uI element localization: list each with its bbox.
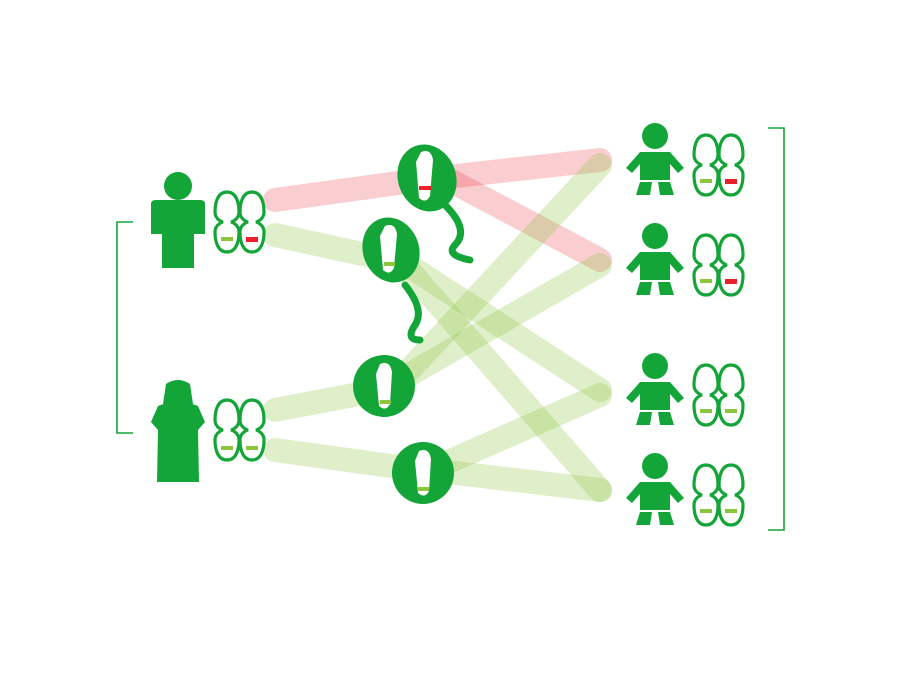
child-4: [626, 453, 745, 527]
children-bracket: [768, 127, 785, 531]
child-3: [626, 353, 745, 427]
baby-icon: [626, 353, 684, 425]
female-person-icon: [151, 380, 205, 482]
sperm-icon: [362, 217, 424, 344]
egg-cell-icon: [392, 442, 454, 504]
link-sperm-normal-to-child-4: [388, 248, 612, 502]
child-1: [626, 123, 745, 197]
mother-chromosome-pair: [213, 398, 266, 462]
male-person-icon: [151, 172, 205, 268]
link-egg-2-to-child-4: [418, 458, 612, 502]
father-chromosome-pair: [213, 190, 266, 254]
link-sperm-variant-to-child-2: [428, 163, 612, 272]
father: [151, 172, 266, 268]
egg-cell-icon: [353, 355, 415, 417]
link-sperm-normal-to-child-3: [388, 248, 612, 402]
mother: [151, 380, 266, 482]
sperm-icon: [397, 144, 474, 264]
gametes: [353, 144, 474, 504]
link-egg-1-to-child-1: [388, 153, 612, 392]
child-2: [626, 223, 745, 297]
link-egg-1-to-child-2: [388, 253, 612, 392]
baby-icon: [626, 123, 684, 195]
baby-icon: [626, 223, 684, 295]
inheritance-links: [263, 148, 612, 502]
link-egg-2-to-child-3: [418, 383, 612, 482]
parents-bracket: [116, 221, 133, 434]
children: [626, 123, 745, 527]
baby-icon: [626, 453, 684, 525]
link-father-variant-to-sperm: [263, 168, 432, 212]
